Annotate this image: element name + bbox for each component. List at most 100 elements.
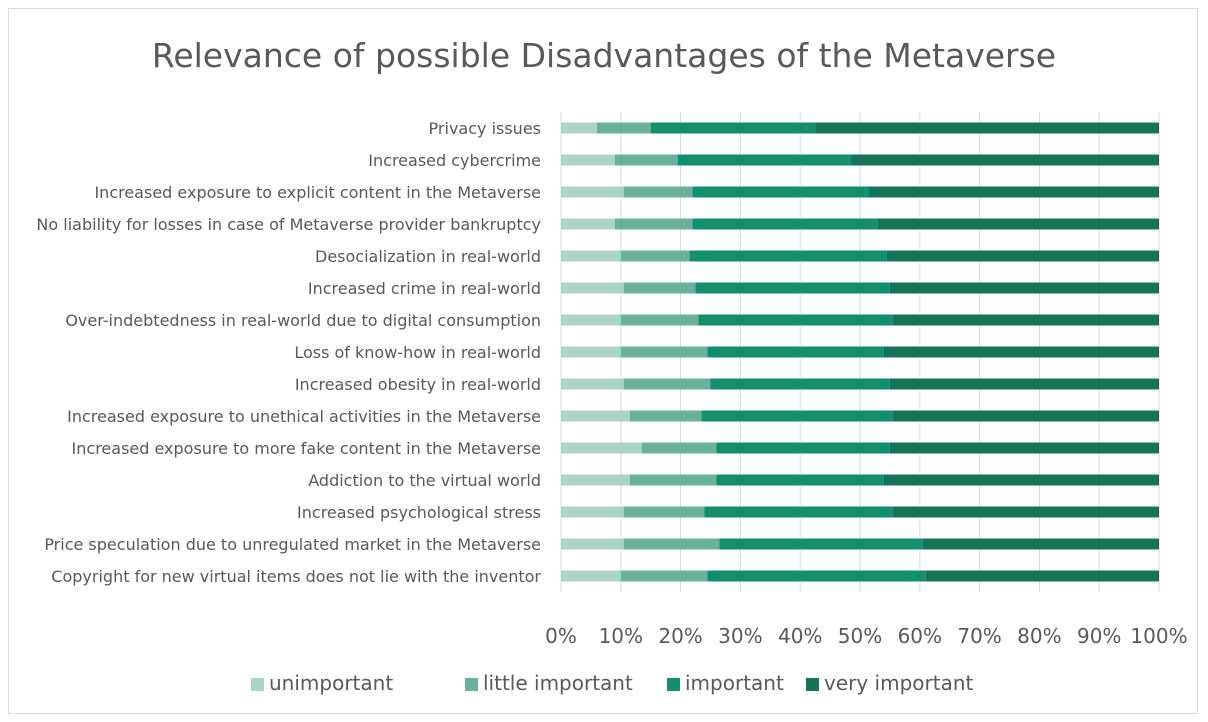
bar-segment bbox=[641, 442, 717, 454]
bar-segment bbox=[692, 186, 869, 198]
bar-segment bbox=[620, 250, 690, 262]
bar-segment bbox=[561, 442, 642, 454]
bar-segment bbox=[922, 538, 1159, 550]
bar-segment bbox=[707, 570, 926, 582]
bar-segment bbox=[614, 154, 678, 166]
x-tick-label: 60% bbox=[898, 624, 942, 648]
category-label: Increased exposure to more fake content … bbox=[72, 439, 541, 458]
x-tick-label: 10% bbox=[599, 624, 643, 648]
bar-segment bbox=[710, 378, 890, 390]
bar-segment bbox=[877, 218, 1159, 230]
bar-segment bbox=[561, 506, 624, 518]
bar-segment bbox=[707, 346, 884, 358]
bar-segment bbox=[561, 122, 597, 134]
x-tick-label: 90% bbox=[1077, 624, 1121, 648]
bar-segment bbox=[561, 570, 621, 582]
x-tick-label: 40% bbox=[778, 624, 822, 648]
bar-segment bbox=[561, 282, 624, 294]
legend-label: very important bbox=[824, 671, 974, 695]
chart-title: Relevance of possible Disadvantages of t… bbox=[152, 36, 1056, 75]
x-tick-label: 20% bbox=[658, 624, 702, 648]
category-label: Copyright for new virtual items does not… bbox=[51, 567, 541, 586]
bar-segment bbox=[851, 154, 1159, 166]
bar-segment bbox=[716, 442, 890, 454]
bar-segment bbox=[892, 314, 1159, 326]
bar-segment bbox=[892, 506, 1159, 518]
bar-segment bbox=[692, 218, 878, 230]
bar-segment bbox=[561, 474, 630, 486]
category-label: Privacy issues bbox=[429, 119, 541, 138]
x-tick-label: 70% bbox=[957, 624, 1001, 648]
bar-segment bbox=[701, 410, 893, 422]
x-tick-label: 80% bbox=[1017, 624, 1061, 648]
bar-segment bbox=[596, 122, 651, 134]
category-label: Increased crime in real-world bbox=[308, 279, 541, 298]
bar-segment bbox=[561, 410, 630, 422]
category-label: Loss of know-how in real-world bbox=[294, 343, 541, 362]
bar-segment bbox=[704, 506, 893, 518]
x-axis-ticks: 0% 10% 20% 30% 40% 50% 60% 70% 80% 90% 100% bbox=[545, 624, 1187, 648]
legend-swatch bbox=[465, 678, 478, 691]
bar-segment bbox=[561, 538, 624, 550]
bar-segment bbox=[889, 378, 1159, 390]
bar-segment bbox=[561, 346, 621, 358]
legend-label: little important bbox=[483, 671, 633, 695]
bar-segment bbox=[883, 346, 1159, 358]
bar-segment bbox=[883, 474, 1159, 486]
bar-segment bbox=[815, 122, 1159, 134]
bar-segment bbox=[623, 506, 705, 518]
x-tick-label: 100% bbox=[1130, 624, 1187, 648]
bar-segment bbox=[689, 250, 887, 262]
bar-segment bbox=[561, 154, 615, 166]
bars bbox=[561, 122, 1159, 582]
category-label: Price speculation due to unregulated mar… bbox=[44, 535, 541, 554]
bar-segment bbox=[629, 410, 702, 422]
category-label: Over-indebtedness in real-world due to d… bbox=[65, 311, 541, 330]
bar-segment bbox=[650, 122, 816, 134]
legend-label: important bbox=[685, 671, 784, 695]
bar-segment bbox=[886, 250, 1159, 262]
bar-segment bbox=[695, 282, 890, 294]
chart: Relevance of possible Disadvantages of t… bbox=[36, 36, 1187, 695]
bar-segment bbox=[623, 186, 693, 198]
bar-segment bbox=[561, 314, 621, 326]
x-tick-label: 30% bbox=[718, 624, 762, 648]
bar-segment bbox=[925, 570, 1159, 582]
bar-segment bbox=[561, 378, 624, 390]
category-label: Increased exposure to unethical activiti… bbox=[67, 407, 541, 426]
category-labels: Privacy issues Increased cybercrime Increa… bbox=[36, 119, 541, 586]
bar-segment bbox=[561, 250, 621, 262]
bar-segment bbox=[623, 282, 696, 294]
bar-segment bbox=[561, 186, 624, 198]
bar-segment bbox=[892, 410, 1159, 422]
bar-segment bbox=[620, 570, 708, 582]
category-label: Increased obesity in real-world bbox=[295, 375, 541, 394]
bar-segment bbox=[719, 538, 923, 550]
category-label: Addiction to the virtual world bbox=[308, 471, 541, 490]
legend-swatch bbox=[667, 678, 680, 691]
bar-segment bbox=[889, 282, 1159, 294]
x-tick-label: 0% bbox=[545, 624, 577, 648]
category-label: No liability for losses in case of Metav… bbox=[36, 215, 541, 234]
bar-segment bbox=[620, 346, 708, 358]
bar-segment bbox=[629, 474, 717, 486]
bar-segment bbox=[620, 314, 699, 326]
chart-frame: Relevance of possible Disadvantages of t… bbox=[8, 8, 1198, 714]
bar-segment bbox=[561, 218, 615, 230]
category-label: Increased exposure to explicit content i… bbox=[94, 183, 541, 202]
bar-segment bbox=[623, 538, 720, 550]
bar-segment bbox=[868, 186, 1159, 198]
legend-swatch bbox=[806, 678, 819, 691]
bar-segment bbox=[614, 218, 693, 230]
bar-segment bbox=[716, 474, 884, 486]
category-label: Increased psychological stress bbox=[297, 503, 541, 522]
x-tick-label: 50% bbox=[838, 624, 882, 648]
category-label: Increased cybercrime bbox=[368, 151, 541, 170]
bar-segment bbox=[677, 154, 852, 166]
legend-swatch bbox=[251, 678, 264, 691]
bar-segment bbox=[623, 378, 711, 390]
legend: unimportant little important important very… bbox=[251, 671, 974, 695]
category-label: Desocialization in real-world bbox=[315, 247, 541, 266]
bar-segment bbox=[889, 442, 1159, 454]
legend-label: unimportant bbox=[269, 671, 393, 695]
